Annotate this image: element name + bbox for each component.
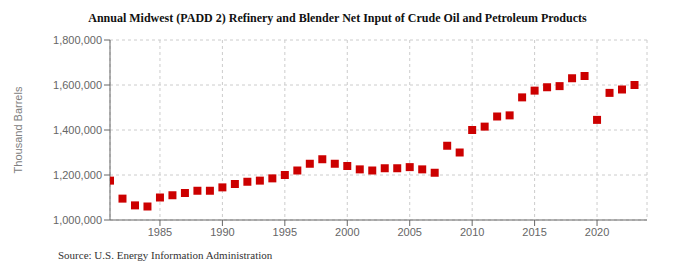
svg-text:2010: 2010 — [460, 226, 484, 238]
svg-text:2020: 2020 — [585, 226, 609, 238]
svg-text:1,400,000: 1,400,000 — [53, 124, 102, 136]
svg-text:1,800,000: 1,800,000 — [53, 34, 102, 46]
svg-text:1,600,000: 1,600,000 — [53, 79, 102, 91]
svg-text:2005: 2005 — [397, 226, 421, 238]
html-text:Source: U.S. Energy Informatio: Source: U.S. Energy Information Administ… — [58, 249, 273, 261]
svg-text:1995: 1995 — [273, 226, 297, 238]
svg-text:1,000,000: 1,000,000 — [53, 214, 102, 226]
svg-text:2000: 2000 — [335, 226, 359, 238]
svg-text:2015: 2015 — [522, 226, 546, 238]
svg-text:1990: 1990 — [210, 226, 234, 238]
svg-text:1,200,000: 1,200,000 — [53, 169, 102, 181]
html-text:Annual Midwest (PADD 2) Refine: Annual Midwest (PADD 2) Refinery and Ble… — [88, 11, 587, 25]
svg-text:1985: 1985 — [148, 226, 172, 238]
svg-text:Thousand Barrels: Thousand Barrels — [12, 86, 24, 173]
